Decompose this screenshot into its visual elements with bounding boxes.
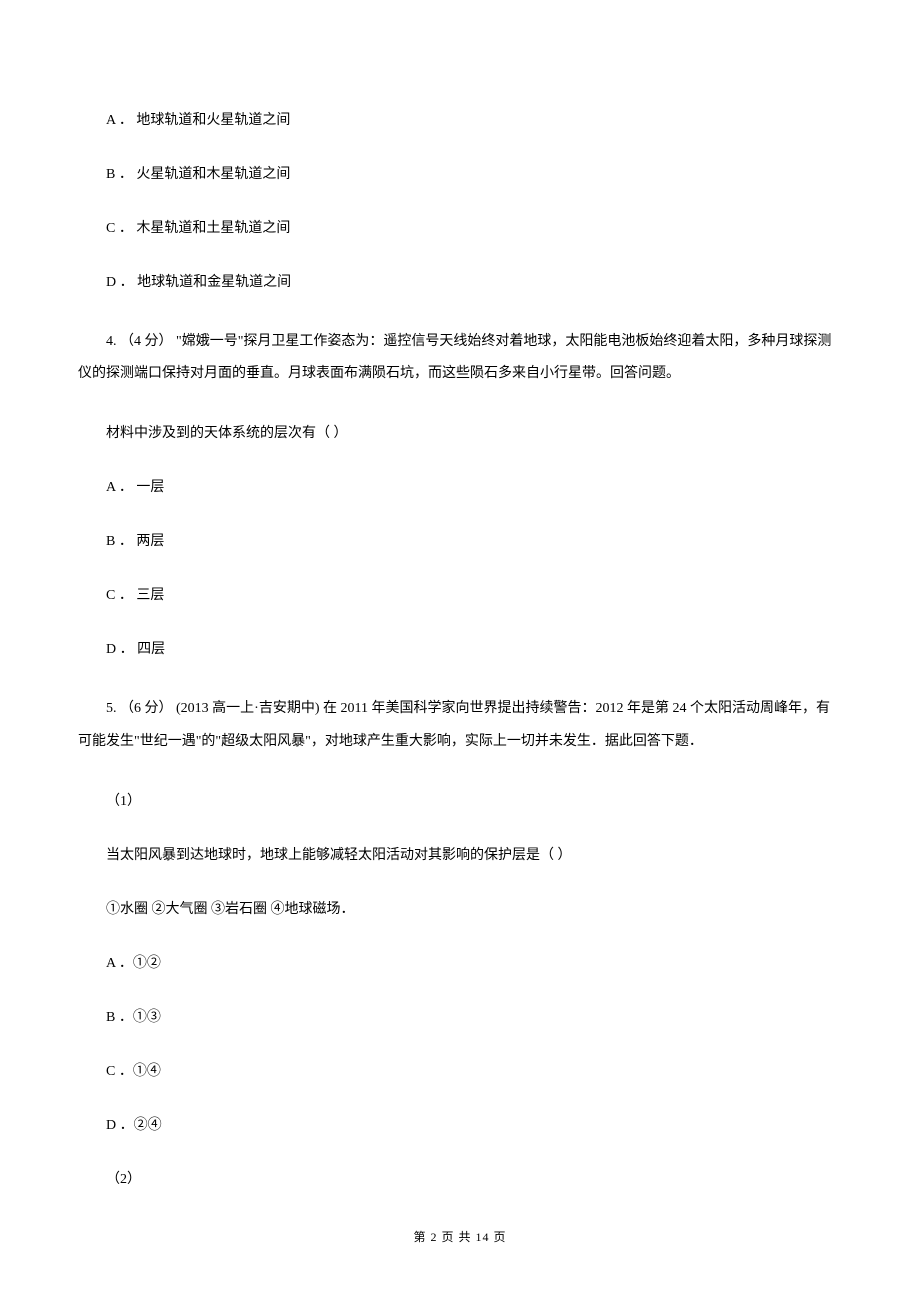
q4-option-b: B ． 两层 [78,531,842,552]
q3-option-a: A ． 地球轨道和火星轨道之间 [78,110,842,131]
q4-stem: 材料中涉及到的天体系统的层次有（ ） [78,423,842,444]
q4-text: 4. （4 分） "嫦娥一号"探月卫星工作姿态为：遥控信号天线始终对着地球，太阳… [78,326,842,390]
page-footer: 第 2 页 共 14 页 [0,1228,920,1245]
q3-option-d: D ． 地球轨道和金星轨道之间 [78,272,842,293]
page-content: A ． 地球轨道和火星轨道之间 B ． 火星轨道和木星轨道之间 C ． 木星轨道… [0,0,920,1190]
q3-option-c: C ． 木星轨道和土星轨道之间 [78,218,842,239]
q4-option-a: A ． 一层 [78,477,842,498]
q5-sub1-items: ①水圈 ②大气圈 ③岩石圈 ④地球磁场． [78,899,842,920]
q5-sub1-option-d: D ．②④ [78,1115,842,1136]
q5-sub1-option-a: A ．①② [78,953,842,974]
q5-text: 5. （6 分） (2013 高一上·吉安期中) 在 2011 年美国科学家向世… [78,693,842,757]
q5-sub1-option-c: C ．①④ [78,1061,842,1082]
q4-option-c: C ． 三层 [78,585,842,606]
q4-option-d: D ． 四层 [78,639,842,660]
q5-sub2-number: （2） [78,1169,842,1190]
q5-sub1-stem: 当太阳风暴到达地球时，地球上能够减轻太阳活动对其影响的保护层是（ ） [78,845,842,866]
q5-sub1-number: （1） [78,791,842,812]
q5-sub1-option-b: B ．①③ [78,1007,842,1028]
q3-option-b: B ． 火星轨道和木星轨道之间 [78,164,842,185]
